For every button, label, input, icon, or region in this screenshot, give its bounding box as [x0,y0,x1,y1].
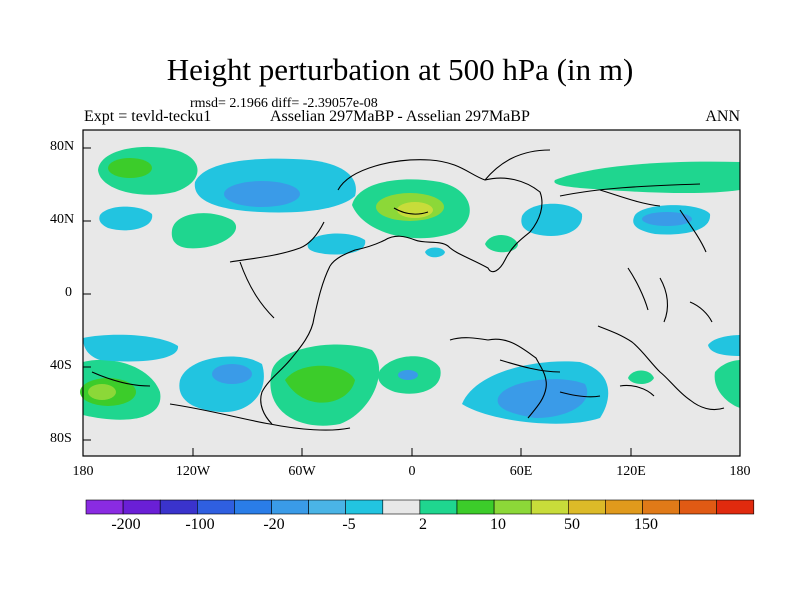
colorbar-label: -5 [342,516,356,533]
colorbar-swatch [234,499,272,515]
colorbar [85,499,755,515]
x-tick-60w: 60W [288,464,316,479]
positive-anomaly-regions [80,146,740,426]
colorbar-swatch [419,499,458,515]
season-label: ANN [705,108,740,125]
negative-anomaly-regions [83,158,740,424]
colorbar-label: -100 [185,516,215,533]
colorbar-swatch [85,499,124,515]
colorbar-swatch [642,499,680,515]
axis-ticks [82,147,741,456]
x-tick-180e: 180 [729,464,751,479]
x-tick-180w: 180 [72,464,94,479]
colorbar-label: 2 [419,516,427,533]
colorbar-swatch [530,499,569,515]
colorbar-swatch [567,499,606,515]
colorbar-swatch [493,499,532,515]
x-tick-0: 0 [408,464,416,479]
colorbar-label: 50 [564,516,580,533]
colorbar-label: 150 [634,516,658,533]
y-tick-40s: 40S [50,358,72,373]
plot-title: Height perturbation at 500 hPa (in m) [166,52,634,87]
experiment-label: Expt = tevld-tecku1 [84,108,212,125]
colorbar-swatch [197,499,235,515]
colorbar-swatch [605,499,643,515]
colorbar-label: -200 [111,516,141,533]
comparison-label: Asselian 297MaBP - Asselian 297MaBP [270,108,530,125]
y-tick-0: 0 [65,285,72,300]
x-tick-60e: 60E [509,464,533,479]
x-tick-120w: 120W [175,464,211,479]
y-tick-40n: 40N [50,212,75,227]
y-tick-80n: 80N [50,139,75,154]
colorbar-swatch [271,499,309,515]
colorbar-swatch [308,499,347,515]
stats-label: rmsd= 2.1966 diff= -2.39057e-08 [190,96,378,111]
colorbar-label: 10 [490,516,506,533]
colorbar-swatch [679,499,717,515]
y-tick-80s: 80S [50,431,72,446]
colorbar-swatch [345,499,384,515]
colorbar-swatch [456,499,495,515]
colorbar-swatch [159,499,198,515]
colorbar-swatch [716,499,755,515]
colorbar-swatch [382,499,421,515]
colorbar-swatch [122,499,161,515]
colorbar-label: -20 [263,516,285,533]
x-tick-120e: 120E [616,464,646,479]
coastlines [91,149,725,431]
